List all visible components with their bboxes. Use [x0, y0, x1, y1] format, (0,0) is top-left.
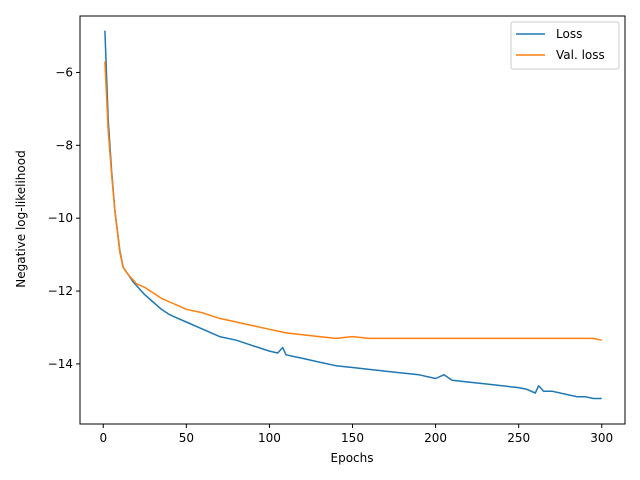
y-axis-label: Negative log-likelihood — [14, 150, 28, 287]
x-axis-label: Epochs — [331, 451, 374, 465]
x-tick-label: 0 — [99, 431, 107, 445]
y-tick-label: −12 — [48, 284, 73, 298]
x-tick-label: 100 — [258, 431, 281, 445]
y-tick-label: −14 — [48, 357, 73, 371]
legend: Loss Val. loss — [510, 21, 620, 70]
x-tick-label: 150 — [341, 431, 364, 445]
plot-area — [104, 30, 602, 400]
x-tick-label: 50 — [179, 431, 194, 445]
x-tick-label: 300 — [590, 431, 613, 445]
series-line-val-loss — [104, 61, 602, 341]
y-tick-label: −6 — [55, 65, 73, 79]
x-tick-label: 250 — [507, 431, 530, 445]
x-tick-label: 200 — [424, 431, 447, 445]
legend-label-val-loss: Val. loss — [556, 48, 605, 62]
legend-label-loss: Loss — [556, 27, 582, 41]
series-line-loss — [104, 30, 602, 400]
y-tick-label: −10 — [48, 211, 73, 225]
axis-ticks: 0 50 100 150 200 250 300 −14 −12 −10 −8 −6 — [48, 65, 614, 445]
y-tick-label: −8 — [55, 138, 73, 152]
